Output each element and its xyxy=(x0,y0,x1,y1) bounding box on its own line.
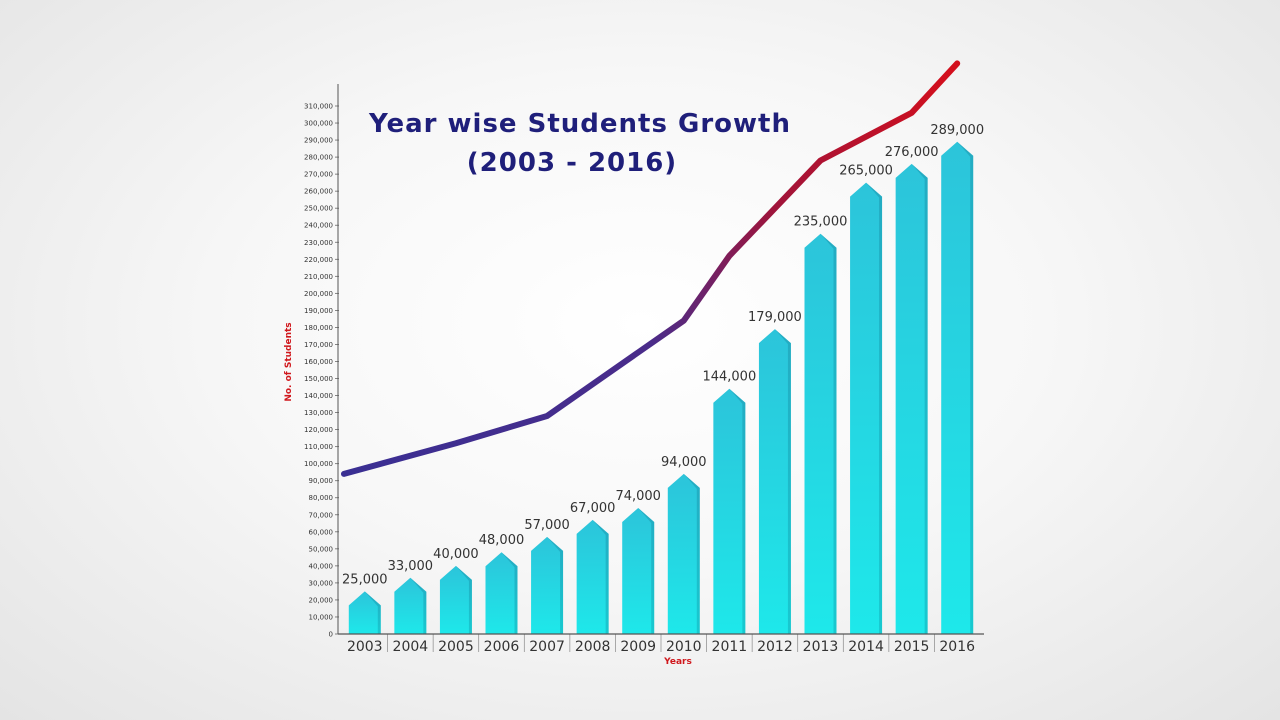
data-label-2012: 179,000 xyxy=(748,310,802,325)
data-label-2006: 48,000 xyxy=(479,533,525,548)
y-tick-label: 230,000 xyxy=(304,239,333,247)
y-tick-label: 10,000 xyxy=(309,613,334,621)
data-label-2016: 289,000 xyxy=(930,123,984,138)
y-tick-label: 270,000 xyxy=(304,171,333,179)
bar-shade xyxy=(866,182,883,635)
data-label-2008: 67,000 xyxy=(570,501,616,516)
data-label-2009: 74,000 xyxy=(615,489,661,504)
data-label-2004: 33,000 xyxy=(388,559,434,574)
data-label-2014: 265,000 xyxy=(839,164,893,179)
y-axis-label: No. of Students xyxy=(284,322,294,401)
y-tick-label: 70,000 xyxy=(309,511,334,519)
bar-shade xyxy=(957,141,974,634)
bar-2004 xyxy=(394,577,427,634)
bar-2012 xyxy=(758,329,791,634)
data-label-2007: 57,000 xyxy=(524,518,570,533)
x-tick-label: 2006 xyxy=(484,639,520,655)
y-tick-label: 210,000 xyxy=(304,273,333,281)
y-tick-label: 280,000 xyxy=(304,154,333,162)
y-tick-label: 290,000 xyxy=(304,137,333,145)
x-tick-label: 2016 xyxy=(939,639,975,655)
y-tick-label: 170,000 xyxy=(304,341,333,349)
bar-shade xyxy=(410,577,427,634)
bar-shade xyxy=(774,329,791,634)
y-tick-label: 200,000 xyxy=(304,290,333,298)
y-tick-label: 240,000 xyxy=(304,222,333,230)
y-tick-label: 20,000 xyxy=(309,596,334,604)
y-tick-label: 80,000 xyxy=(309,494,334,502)
x-tick-label: 2009 xyxy=(620,639,656,655)
data-label-2011: 144,000 xyxy=(702,370,756,385)
x-tick-label: 2004 xyxy=(393,639,429,655)
y-tick-label: 130,000 xyxy=(304,409,333,417)
bar-2011 xyxy=(713,388,746,634)
x-tick-label: 2008 xyxy=(575,639,611,655)
y-tick-label: 260,000 xyxy=(304,188,333,196)
bar-2006 xyxy=(485,552,518,634)
x-tick-label: 2011 xyxy=(712,639,748,655)
chart-title: Year wise Students Growth xyxy=(368,109,791,139)
y-tick-label: 310,000 xyxy=(304,103,333,111)
bar-shade xyxy=(729,388,746,634)
bar-shade xyxy=(592,519,609,634)
y-tick-label: 50,000 xyxy=(309,545,334,553)
x-tick-label: 2005 xyxy=(438,639,474,655)
trend-line xyxy=(341,60,961,477)
trend-line-group xyxy=(341,60,961,477)
bar-2008 xyxy=(576,519,609,634)
bar-2010 xyxy=(667,473,700,634)
y-tick-label: 120,000 xyxy=(304,426,333,434)
bar-shade xyxy=(683,473,700,634)
y-tick-label: 160,000 xyxy=(304,358,333,366)
x-tick-label: 2003 xyxy=(347,639,383,655)
y-tick-label: 180,000 xyxy=(304,324,333,332)
y-axis-ticks: 0 10,000 20,000 30,000 40,000 50,000 60,000 70,… xyxy=(304,103,339,639)
bar-2005 xyxy=(439,565,472,634)
x-axis-tick-labels: 2003 2004 2005 2006 2007 2008 2009 2010 2011 2012… xyxy=(347,634,975,655)
data-labels: 25,00033,00040,00048,00057,00067,00074,0… xyxy=(342,123,984,588)
data-label-2015: 276,000 xyxy=(885,145,939,160)
bar-shade xyxy=(455,565,472,634)
y-tick-label: 100,000 xyxy=(304,460,333,468)
bar-2007 xyxy=(531,536,564,634)
x-tick-label: 2010 xyxy=(666,639,702,655)
bar-2014 xyxy=(850,182,883,635)
bar-2015 xyxy=(895,163,928,635)
bar-shade xyxy=(911,163,928,635)
bar-2016 xyxy=(941,141,974,634)
data-label-2010: 94,000 xyxy=(661,455,707,470)
y-tick-label: 30,000 xyxy=(309,579,334,587)
chart-subtitle: (2003 - 2016) xyxy=(467,148,677,178)
x-axis-label: Years xyxy=(663,657,692,667)
y-tick-label: 110,000 xyxy=(304,443,333,451)
x-tick-label: 2007 xyxy=(529,639,565,655)
bar-shade xyxy=(547,536,564,634)
y-tick-label: 140,000 xyxy=(304,392,333,400)
y-tick-label: 250,000 xyxy=(304,205,333,213)
bar-2013 xyxy=(804,233,837,634)
y-tick-label: 190,000 xyxy=(304,307,333,315)
bar-shade xyxy=(364,591,381,634)
bar-2003 xyxy=(348,591,381,634)
x-tick-label: 2012 xyxy=(757,639,793,655)
x-tick-label: 2015 xyxy=(894,639,930,655)
y-tick-label: 0 xyxy=(329,631,333,639)
bars-group xyxy=(348,141,974,635)
y-tick-label: 60,000 xyxy=(309,528,334,536)
bar-shade xyxy=(501,552,518,634)
y-tick-label: 90,000 xyxy=(309,477,334,485)
data-label-2013: 235,000 xyxy=(794,215,848,230)
data-label-2005: 40,000 xyxy=(433,547,479,562)
y-tick-label: 150,000 xyxy=(304,375,333,383)
x-tick-label: 2013 xyxy=(803,639,839,655)
bar-shade xyxy=(820,233,837,634)
bar-shade xyxy=(638,507,655,634)
data-label-2003: 25,000 xyxy=(342,572,388,587)
y-tick-label: 300,000 xyxy=(304,120,333,128)
x-tick-label: 2014 xyxy=(848,639,884,655)
bar-2009 xyxy=(622,507,655,634)
y-tick-label: 220,000 xyxy=(304,256,333,264)
y-tick-label: 40,000 xyxy=(309,562,334,570)
